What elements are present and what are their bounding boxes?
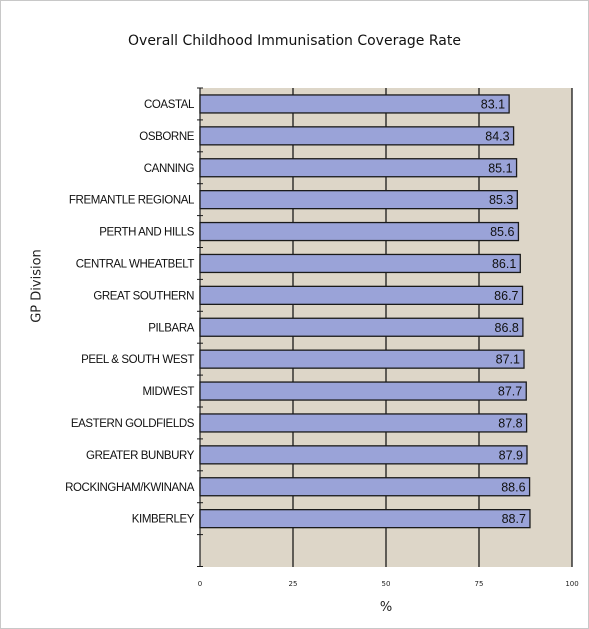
bar	[199, 189, 518, 210]
bar	[199, 477, 531, 497]
x-tick-label: 0	[198, 580, 202, 588]
value-label: 87.9	[499, 448, 523, 462]
value-label: 85.1	[488, 161, 512, 175]
category-label: COASTAL	[144, 99, 195, 111]
category-label: PEEL & SOUTH WEST	[81, 354, 194, 366]
category-label: PERTH AND HILLS	[99, 227, 194, 239]
category-label: ROCKINGHAM/KWINANA	[65, 482, 195, 494]
category-label: MIDWEST	[143, 386, 195, 398]
category-label: CENTRAL WHEATBELT	[76, 258, 195, 270]
category-label: GREATER BUNBURY	[86, 450, 195, 462]
bar	[199, 349, 525, 369]
bar	[199, 94, 510, 114]
value-label: 87.8	[498, 416, 522, 430]
category-label: OSBORNE	[139, 131, 194, 143]
bar	[199, 253, 521, 274]
chart-title: Overall Childhood Immunisation Coverage …	[128, 33, 461, 49]
bar	[199, 413, 528, 433]
value-label: 88.7	[502, 512, 526, 526]
x-tick-label: 75	[475, 580, 484, 588]
value-label: 87.1	[496, 353, 520, 367]
bar	[199, 285, 524, 306]
x-tick-label: 100	[565, 580, 578, 588]
value-label: 86.1	[492, 257, 516, 271]
bar	[199, 126, 515, 146]
x-tick-label: 50	[382, 580, 391, 588]
value-label: 86.8	[495, 321, 519, 335]
value-label: 83.1	[481, 97, 505, 111]
bar	[199, 158, 518, 178]
value-label: 86.7	[494, 289, 518, 303]
bar	[199, 221, 520, 242]
bar	[199, 508, 531, 529]
category-label: EASTERN GOLDFIELDS	[71, 418, 195, 430]
bar	[199, 317, 524, 337]
category-label: KIMBERLEY	[132, 514, 195, 526]
value-label: 85.6	[490, 225, 514, 239]
x-tick-label: 25	[289, 580, 298, 588]
bar	[199, 445, 528, 465]
value-label: 87.7	[498, 385, 522, 399]
category-label: GREAT SOUTHERN	[93, 290, 194, 302]
value-label: 84.3	[485, 129, 509, 143]
value-label: 85.3	[489, 193, 513, 207]
x-axis-title: %	[379, 600, 393, 615]
category-label: FREMANTLE REGIONAL	[69, 195, 195, 207]
category-label: CANNING	[144, 163, 195, 175]
bar	[199, 381, 527, 401]
category-label: PILBARA	[148, 322, 195, 334]
value-label: 88.6	[501, 480, 525, 494]
